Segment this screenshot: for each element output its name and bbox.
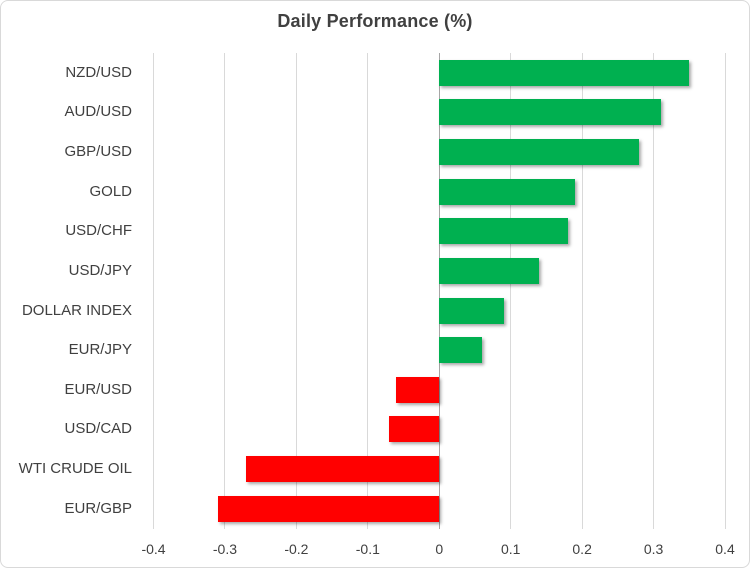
category-label-usd-chf: USD/CHF (65, 222, 132, 240)
category-label-usd-cad: USD/CAD (64, 420, 132, 438)
bar-dollar-index (439, 297, 504, 324)
category-label-aud-usd: AUD/USD (64, 103, 132, 121)
bar-eur-usd (396, 376, 440, 403)
category-label-gbp-usd: GBP/USD (64, 143, 132, 161)
gridline (153, 53, 154, 529)
bar-eur-gbp (217, 495, 440, 522)
bar-usd-cad (389, 416, 440, 443)
category-label-wti-crude-oil: WTI CRUDE OIL (18, 460, 132, 478)
bar-gbp-usd (439, 139, 640, 166)
bar-usd-jpy (439, 257, 540, 284)
x-tick-label-neg0.4: -0.4 (141, 541, 166, 557)
category-label-dollar-index: DOLLAR INDEX (21, 301, 132, 319)
x-tick-label-neg0.1: -0.1 (355, 541, 380, 557)
category-label-gold: GOLD (89, 182, 132, 200)
bar-gold (439, 178, 575, 205)
gridline (510, 53, 512, 529)
bar-wti-crude-oil (246, 456, 440, 483)
x-tick-label-0.1: 0.1 (500, 541, 521, 557)
category-label-eur-jpy: EUR/JPY (68, 341, 132, 359)
x-tick-label-0.4: 0.4 (715, 541, 735, 557)
category-label-nzd-usd: NZD/USD (65, 63, 132, 81)
category-label-usd-jpy: USD/JPY (68, 261, 132, 279)
gridline (224, 53, 226, 529)
x-tick-label-0.3: 0.3 (643, 541, 664, 557)
category-label-eur-usd: EUR/USD (64, 380, 132, 398)
bar-eur-jpy (439, 337, 483, 364)
gridline (367, 53, 369, 529)
chart-title: Daily Performance (%) (277, 11, 473, 31)
gridline (581, 53, 583, 529)
gridline (295, 53, 297, 529)
bar-nzd-usd (439, 59, 690, 86)
x-tick-label-0.2: 0.2 (572, 541, 592, 557)
gridline (653, 53, 655, 529)
x-tick-label-0: 0 (435, 541, 444, 557)
category-label-eur-gbp: EUR/GBP (64, 499, 132, 517)
x-tick-label-neg0.2: -0.2 (284, 541, 309, 557)
x-tick-label-neg0.3: -0.3 (212, 541, 237, 557)
bar-aud-usd (439, 99, 661, 126)
zero-axis-line (438, 53, 440, 529)
bar-usd-chf (439, 218, 568, 245)
gridline (724, 53, 726, 529)
